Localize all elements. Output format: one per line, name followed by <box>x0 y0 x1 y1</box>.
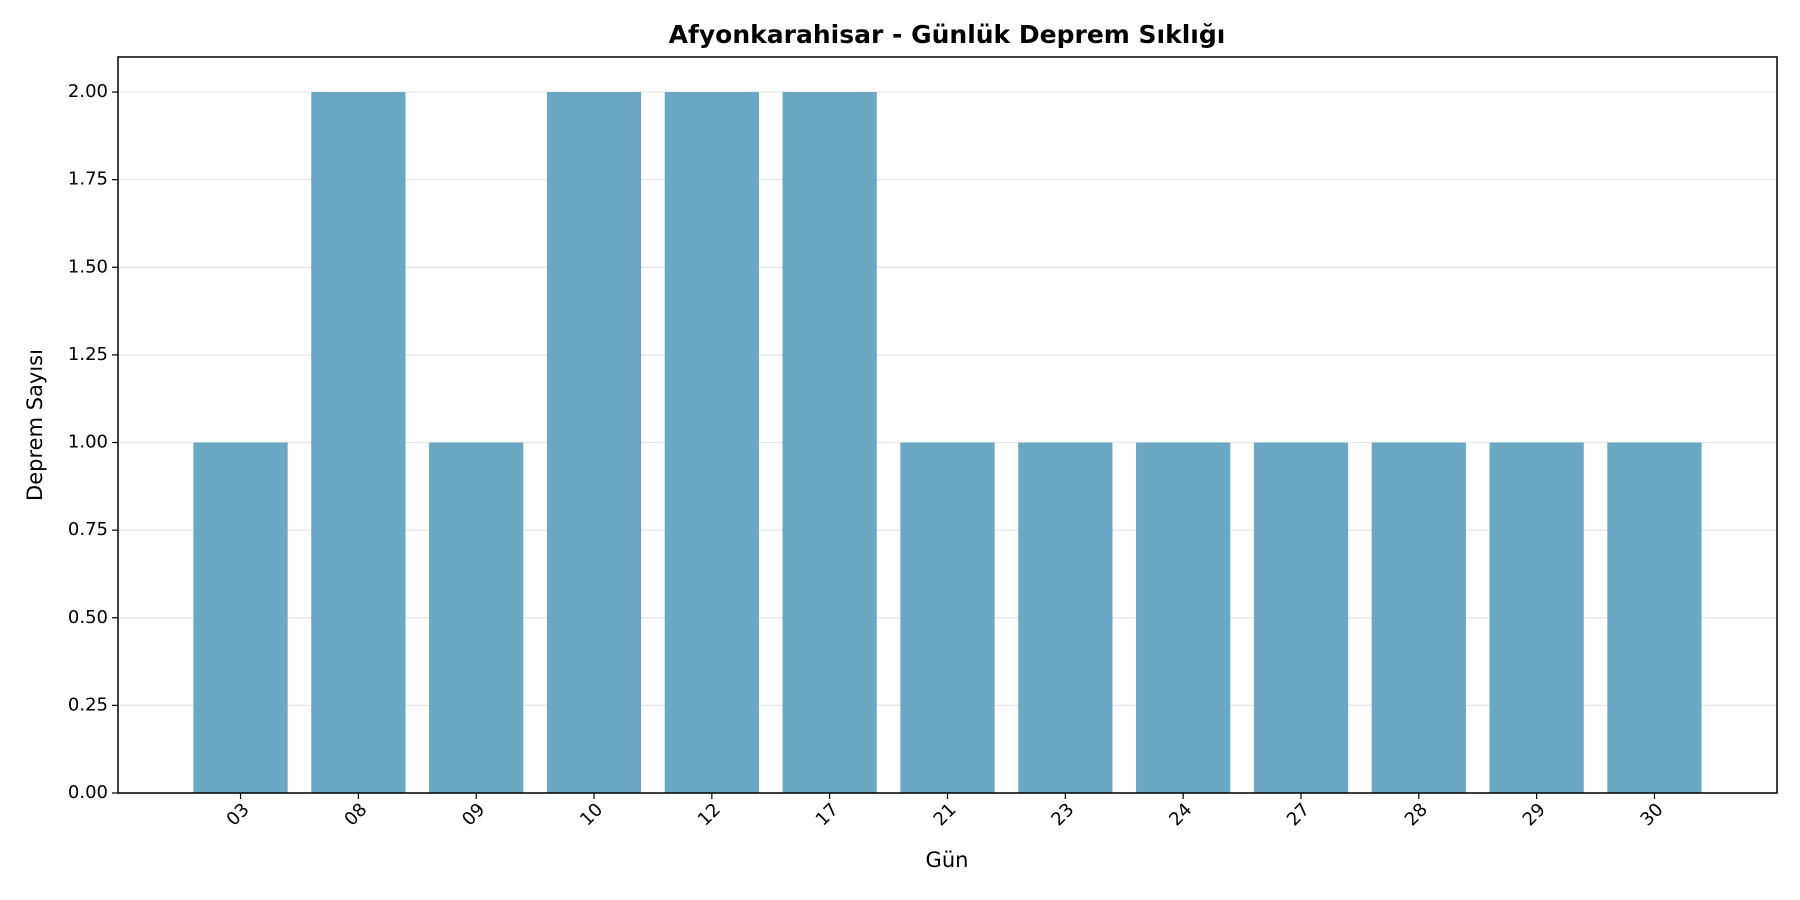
y-tick-label: 2.00 <box>68 81 108 102</box>
x-tick-label: 12 <box>694 799 725 830</box>
bar <box>193 442 288 793</box>
y-tick-label: 0.25 <box>68 694 108 715</box>
x-tick-label: 24 <box>1165 799 1196 830</box>
bar <box>1018 442 1113 793</box>
y-tick-label: 1.00 <box>68 432 108 453</box>
bar <box>1607 442 1702 793</box>
bar <box>429 442 524 793</box>
x-tick-label: 03 <box>223 799 254 830</box>
x-tick-label: 30 <box>1636 799 1667 830</box>
y-tick-label: 0.00 <box>68 782 108 803</box>
plot-frame <box>117 56 1778 794</box>
x-axis-label: Gün <box>926 848 969 872</box>
x-tick-label: 29 <box>1519 799 1550 830</box>
bar <box>900 442 995 793</box>
x-tick-label: 17 <box>812 799 843 830</box>
y-tick-label: 0.50 <box>68 607 108 628</box>
bar <box>1253 442 1349 793</box>
x-tick-label: 09 <box>458 799 489 830</box>
chart-title: Afyonkarahisar - Günlük Deprem Sıklığı <box>669 20 1226 49</box>
y-tick-label: 1.75 <box>68 169 108 190</box>
bar <box>1489 442 1584 793</box>
x-tick-label: 28 <box>1401 799 1432 830</box>
y-axis-label: Deprem Sayısı <box>23 349 47 501</box>
x-tick-label: 23 <box>1047 799 1078 830</box>
bar <box>1136 442 1231 793</box>
y-tick-label: 1.25 <box>68 344 108 365</box>
x-tick-label: 21 <box>930 799 961 830</box>
bar <box>311 92 406 794</box>
x-tick-label: 27 <box>1283 799 1314 830</box>
bar <box>546 92 642 794</box>
bar <box>664 92 759 794</box>
bar <box>782 92 877 794</box>
y-tick-label: 1.50 <box>68 256 108 277</box>
y-tick-label: 0.75 <box>68 519 108 540</box>
x-tick-label: 10 <box>576 799 607 830</box>
x-tick-label: 08 <box>340 799 371 830</box>
bar <box>1371 442 1466 793</box>
